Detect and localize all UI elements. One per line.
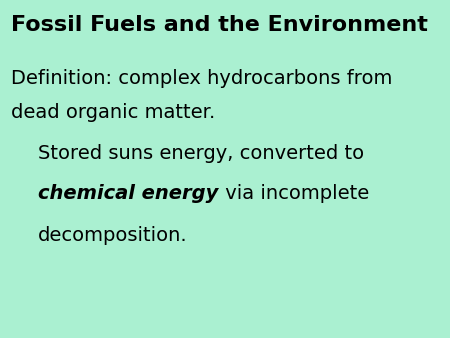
Text: decomposition.: decomposition. (38, 226, 188, 245)
Text: Definition: complex hydrocarbons from: Definition: complex hydrocarbons from (11, 69, 392, 88)
Text: Fossil Fuels and the Environment: Fossil Fuels and the Environment (11, 15, 428, 35)
Text: via incomplete: via incomplete (219, 184, 369, 203)
Text: dead organic matter.: dead organic matter. (11, 103, 216, 122)
Text: chemical energy: chemical energy (38, 184, 219, 203)
Text: Stored suns energy, converted to: Stored suns energy, converted to (38, 144, 365, 163)
